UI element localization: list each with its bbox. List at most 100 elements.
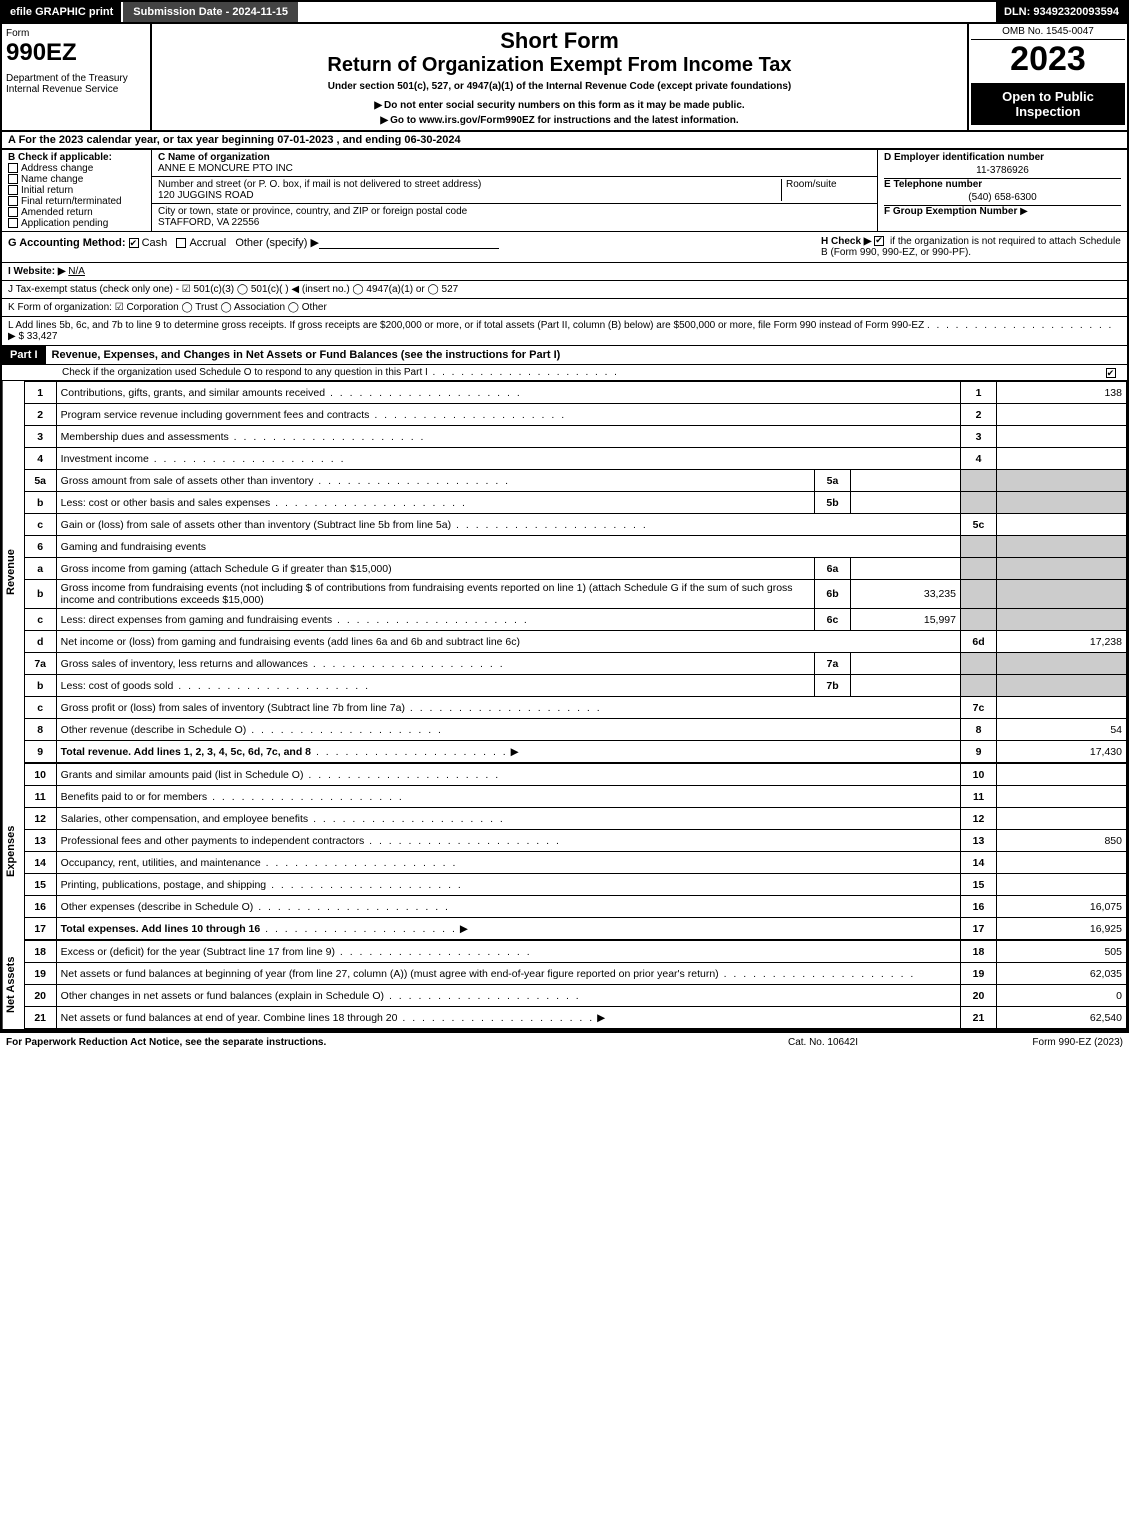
footer-left: For Paperwork Reduction Act Notice, see … [6, 1037, 723, 1048]
org-name: ANNE E MONCURE PTO INC [158, 163, 293, 174]
return-title: Return of Organization Exempt From Incom… [160, 54, 959, 77]
g-label: G Accounting Method: [8, 237, 126, 249]
section-b: B Check if applicable: Address change Na… [2, 150, 152, 231]
line-a: A For the 2023 calendar year, or tax yea… [0, 132, 1129, 150]
b-opt-5[interactable]: Application pending [8, 218, 145, 229]
revenue-side-label: Revenue [2, 381, 24, 763]
section-bcd: B Check if applicable: Address change Na… [0, 150, 1129, 232]
submission-date: Submission Date - 2024-11-15 [121, 2, 298, 22]
b-opt-1[interactable]: Name change [8, 174, 145, 185]
row-6: 6Gaming and fundraising events [24, 536, 1126, 558]
part1-checkbox[interactable] [1097, 367, 1127, 379]
part1-header-row: Part I Revenue, Expenses, and Changes in… [0, 346, 1129, 365]
b-opt-0[interactable]: Address change [8, 163, 145, 174]
f-label: F Group Exemption Number [884, 206, 1017, 217]
expenses-side-label: Expenses [2, 763, 24, 940]
website-value: N/A [68, 266, 85, 277]
row-6c: cLess: direct expenses from gaming and f… [24, 609, 1126, 631]
row-12: 12Salaries, other compensation, and empl… [24, 808, 1126, 830]
g-cash-check[interactable] [129, 238, 139, 248]
l-dots [927, 320, 1113, 331]
c-name-label: C Name of organization [158, 152, 270, 163]
line-j: J Tax-exempt status (check only one) - ☑… [0, 281, 1129, 299]
h-label: H Check ▶ [821, 236, 871, 247]
room-suite-label: Room/suite [781, 179, 871, 201]
row-21: 21Net assets or fund balances at end of … [24, 1007, 1126, 1029]
netassets-side-label: Net Assets [2, 940, 24, 1029]
row-7c: cGross profit or (loss) from sales of in… [24, 697, 1126, 719]
row-9: 9Total revenue. Add lines 1, 2, 3, 4, 5c… [24, 741, 1126, 763]
short-form-title: Short Form [160, 28, 959, 54]
g-accrual: Accrual [189, 237, 226, 249]
row-6b: bGross income from fundraising events (n… [24, 580, 1126, 609]
tax-year: 2023 [971, 40, 1125, 79]
part1-label: Part I [2, 346, 46, 364]
footer-mid: Cat. No. 10642I [723, 1037, 923, 1048]
row-18: 18Excess or (deficit) for the year (Subt… [24, 941, 1126, 963]
footer-right: Form 990-EZ (2023) [923, 1037, 1123, 1048]
row-13: 13Professional fees and other payments t… [24, 830, 1126, 852]
line-h: H Check ▶ if the organization is not req… [821, 236, 1121, 258]
g-other: Other (specify) ▶ [235, 237, 319, 249]
c-city-label: City or town, state or province, country… [158, 206, 467, 217]
header-right: OMB No. 1545-0047 2023 Open to Public In… [967, 24, 1127, 130]
g-accrual-check[interactable] [176, 238, 186, 248]
form-word: Form [6, 28, 146, 39]
b-opt-4[interactable]: Amended return [8, 207, 145, 218]
netassets-block: Net Assets 18Excess or (deficit) for the… [0, 940, 1129, 1031]
section-def: D Employer identification number 11-3786… [877, 150, 1127, 231]
top-bar: efile GRAPHIC print Submission Date - 20… [0, 0, 1129, 24]
b-opt-2[interactable]: Initial return [8, 185, 145, 196]
l-amount: $ 33,427 [18, 331, 57, 342]
do-not-enter: Do not enter social security numbers on … [160, 100, 959, 111]
form-number: 990EZ [6, 39, 146, 67]
line-i: I Website: ▶ N/A [0, 263, 1129, 281]
expenses-table: 10Grants and similar amounts paid (list … [24, 763, 1127, 940]
d-label: D Employer identification number [884, 152, 1121, 163]
efile-label[interactable]: efile GRAPHIC print [2, 2, 121, 22]
part1-title: Revenue, Expenses, and Changes in Net As… [46, 346, 1127, 364]
open-to-public: Open to Public Inspection [971, 83, 1125, 125]
row-5c: cGain or (loss) from sale of assets othe… [24, 514, 1126, 536]
row-14: 14Occupancy, rent, utilities, and mainte… [24, 852, 1126, 874]
row-7b: bLess: cost of goods sold7b [24, 675, 1126, 697]
h-check[interactable] [874, 236, 884, 246]
g-cash: Cash [142, 237, 168, 249]
goto-link[interactable]: Go to www.irs.gov/Form990EZ for instruct… [160, 115, 959, 126]
org-city: STAFFORD, VA 22556 [158, 217, 259, 228]
revenue-table: 1Contributions, gifts, grants, and simil… [24, 381, 1127, 763]
row-6a: aGross income from gaming (attach Schedu… [24, 558, 1126, 580]
line-k: K Form of organization: ☑ Corporation ◯ … [0, 299, 1129, 317]
netassets-table: 18Excess or (deficit) for the year (Subt… [24, 940, 1127, 1029]
g-other-blank[interactable] [319, 237, 499, 249]
row-2: 2Program service revenue including gover… [24, 404, 1126, 426]
b-label: B Check if applicable: [8, 152, 145, 163]
row-11: 11Benefits paid to or for members11 [24, 786, 1126, 808]
row-8: 8Other revenue (describe in Schedule O)8… [24, 719, 1126, 741]
dln-label: DLN: 93492320093594 [996, 2, 1127, 22]
header-mid: Short Form Return of Organization Exempt… [152, 24, 967, 130]
row-5a: 5aGross amount from sale of assets other… [24, 470, 1126, 492]
b-opt-3[interactable]: Final return/terminated [8, 196, 145, 207]
row-17: 17Total expenses. Add lines 10 through 1… [24, 918, 1126, 940]
c-addr-label: Number and street (or P. O. box, if mail… [158, 179, 481, 190]
row-16: 16Other expenses (describe in Schedule O… [24, 896, 1126, 918]
org-address: 120 JUGGINS ROAD [158, 190, 254, 201]
under-section: Under section 501(c), 527, or 4947(a)(1)… [160, 81, 959, 92]
revenue-block: Revenue 1Contributions, gifts, grants, a… [0, 381, 1129, 763]
row-6d: dNet income or (loss) from gaming and fu… [24, 631, 1126, 653]
telephone-value: (540) 658-6300 [884, 190, 1121, 206]
expenses-block: Expenses 10Grants and similar amounts pa… [0, 763, 1129, 940]
form-header: Form 990EZ Department of the Treasury In… [0, 24, 1129, 132]
l-text: L Add lines 5b, 6c, and 7b to line 9 to … [8, 320, 924, 331]
ein-value: 11-3786926 [884, 163, 1121, 179]
part1-check-row: Check if the organization used Schedule … [0, 365, 1129, 381]
row-3: 3Membership dues and assessments3 [24, 426, 1126, 448]
row-5b: bLess: cost or other basis and sales exp… [24, 492, 1126, 514]
row-7a: 7aGross sales of inventory, less returns… [24, 653, 1126, 675]
omb-number: OMB No. 1545-0047 [971, 26, 1125, 40]
row-20: 20Other changes in net assets or fund ba… [24, 985, 1126, 1007]
header-left: Form 990EZ Department of the Treasury In… [2, 24, 152, 130]
dept-label: Department of the Treasury Internal Reve… [6, 73, 146, 95]
row-4: 4Investment income4 [24, 448, 1126, 470]
